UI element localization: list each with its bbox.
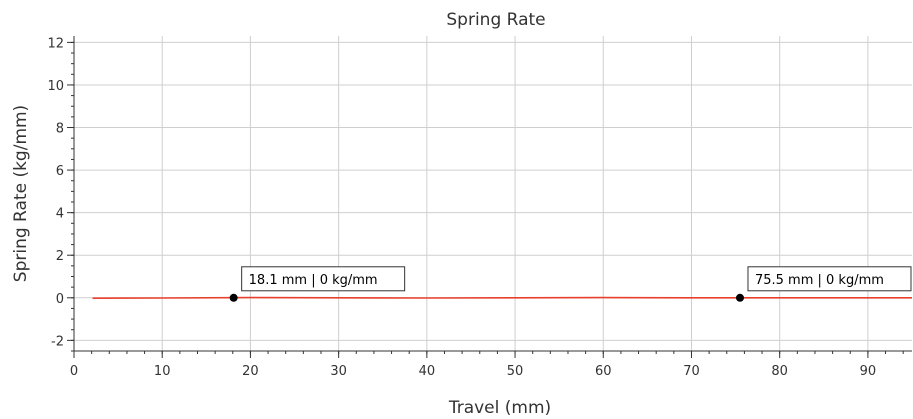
y-tick-label: 8 bbox=[56, 122, 64, 137]
y-tick-label: 4 bbox=[56, 207, 64, 222]
marker-label-box bbox=[241, 266, 406, 292]
markers: 18.1 mm | 0 kg/mm 75.5 mm | 0 kg/mm bbox=[229, 266, 912, 302]
y-axis-title: Spring Rate (kg/mm) bbox=[11, 105, 31, 282]
marker-label: 75.5 mm | 0 kg/mm bbox=[755, 273, 884, 288]
chart-title: Spring Rate bbox=[446, 10, 545, 30]
grid-lines bbox=[74, 36, 912, 351]
x-tick-label: 40 bbox=[419, 364, 436, 379]
x-tick-label: 90 bbox=[860, 364, 877, 379]
x-tick-label: 70 bbox=[683, 364, 700, 379]
series-line bbox=[92, 296, 912, 300]
x-tick-label: 80 bbox=[771, 364, 788, 379]
y-tick-label: 2 bbox=[56, 249, 64, 264]
x-tick-label: 10 bbox=[154, 364, 171, 379]
marker-callout: 75.5 mm | 0 kg/mm bbox=[747, 266, 912, 292]
marker-callout: 18.1 mm | 0 kg/mm bbox=[241, 266, 406, 292]
x-axis-title: Travel (mm) bbox=[448, 398, 551, 418]
marker-label: 18.1 mm | 0 kg/mm bbox=[249, 273, 378, 288]
x-tick-label: 60 bbox=[595, 364, 612, 379]
y-tick-label: 0 bbox=[56, 292, 64, 307]
y-tick-label: -2 bbox=[51, 334, 64, 349]
marker-label-box bbox=[747, 266, 912, 292]
x-tick-label: 0 bbox=[70, 364, 78, 379]
x-tick-label: 30 bbox=[330, 364, 347, 379]
x-tick-label: 50 bbox=[507, 364, 524, 379]
axes: 0 10 20 30 40 50 60 70 80 90 -2 0 2 4 6 8 10 12 bbox=[47, 36, 912, 379]
marker-point bbox=[735, 293, 744, 302]
x-tick-label: 20 bbox=[242, 364, 259, 379]
y-tick-label: 12 bbox=[47, 36, 64, 51]
marker-point bbox=[229, 293, 238, 302]
series-lines bbox=[92, 296, 912, 300]
y-tick-label: 6 bbox=[56, 164, 64, 179]
y-tick-label: 10 bbox=[47, 79, 64, 94]
